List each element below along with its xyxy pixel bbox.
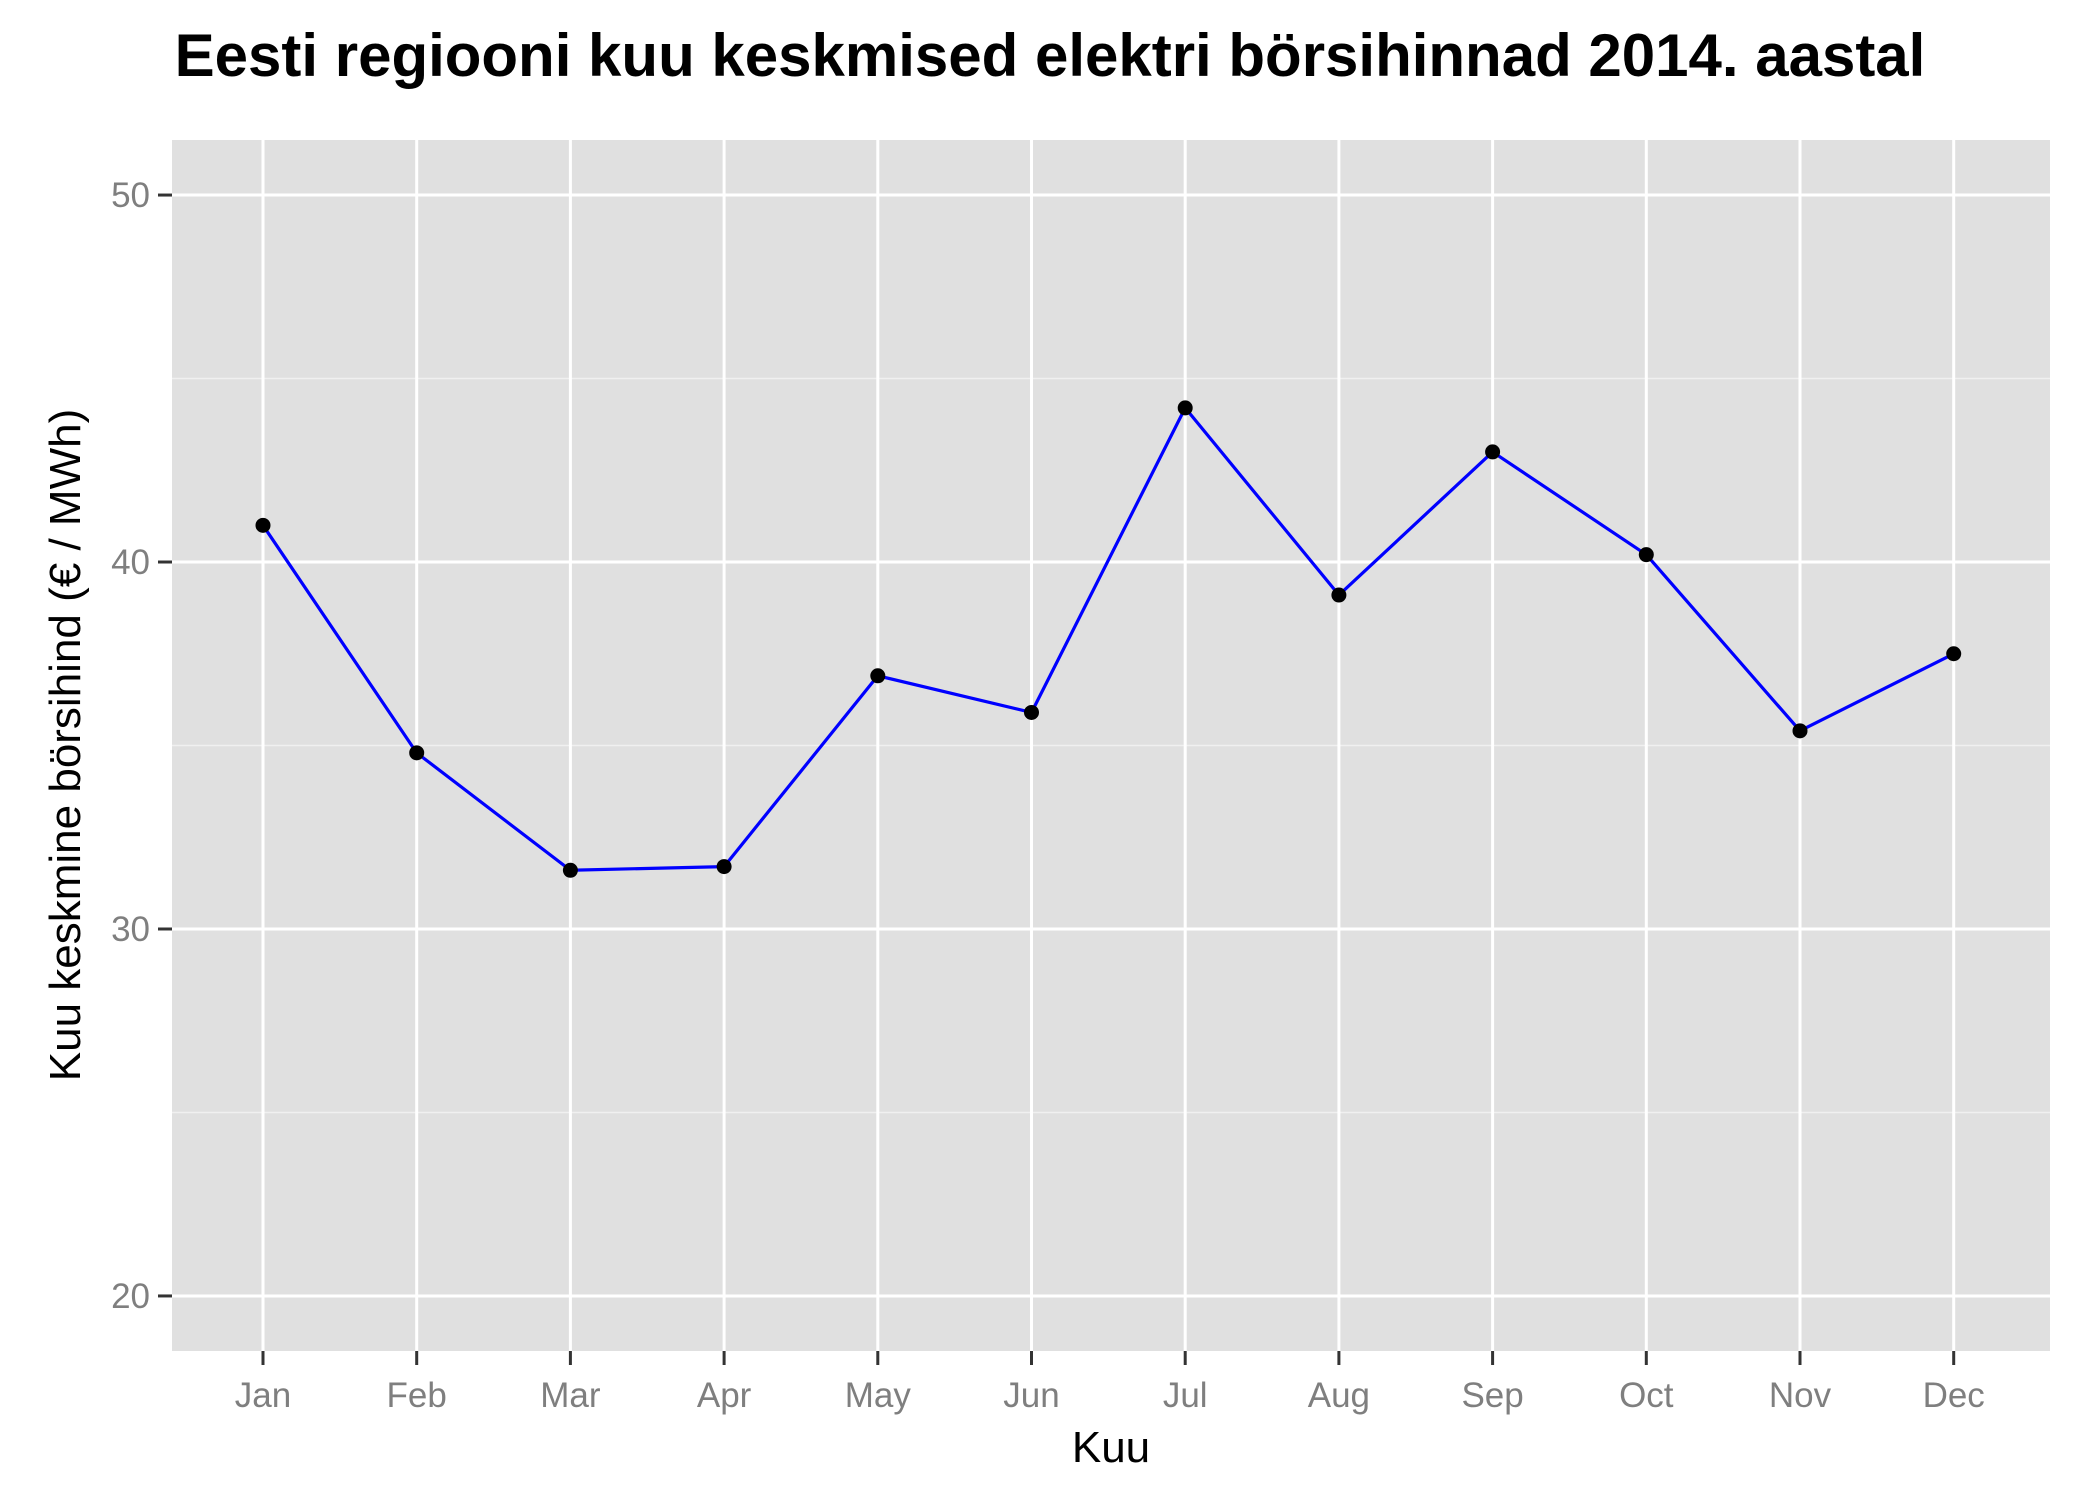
grid-major-lines (172, 140, 2050, 1351)
x-tick-label: Oct (1619, 1376, 1674, 1415)
data-point (1485, 444, 1501, 460)
series-line (261, 406, 1955, 872)
data-point (1638, 547, 1654, 563)
y-tick-label: 20 (111, 1277, 150, 1316)
x-tick-label: Sep (1461, 1376, 1523, 1415)
data-point (409, 745, 425, 761)
grid-minor-lines (172, 377, 2050, 1114)
data-point (562, 862, 578, 878)
chart-title: Eesti regiooni kuu keskmised elektri bör… (175, 22, 1926, 89)
x-tick-label: Feb (387, 1376, 447, 1415)
y-axis-label: Kuu keskmine börsihind (€ / MWh) (41, 409, 90, 1081)
data-point (255, 517, 271, 533)
x-tick-label: Nov (1769, 1376, 1832, 1415)
data-point (870, 668, 886, 684)
y-tick-label: 30 (111, 910, 150, 949)
x-tick-label: Dec (1923, 1376, 1985, 1415)
x-tick-label: May (845, 1376, 912, 1415)
x-tick-label: Apr (697, 1376, 752, 1415)
y-tick-label: 50 (111, 176, 150, 215)
x-tick-label: Mar (540, 1376, 601, 1415)
y-tick-label: 40 (111, 543, 150, 582)
axis-ticks: 20 30 40 50 Jan Feb Mar Apr May Jun Jul Aug Sep Oct No… (111, 176, 1985, 1415)
data-point (1024, 704, 1039, 720)
x-axis-label: Kuu (1072, 1423, 1150, 1472)
data-point (1946, 646, 1962, 662)
data-point (1792, 723, 1808, 739)
data-point (1331, 587, 1347, 603)
x-tick-label: Jun (1003, 1376, 1059, 1415)
x-tick-label: Jul (1163, 1376, 1208, 1415)
data-point (716, 859, 732, 875)
data-point (1177, 400, 1193, 416)
x-tick-label: Jan (235, 1376, 291, 1415)
x-tick-label: Aug (1308, 1376, 1370, 1415)
data-layer (255, 400, 1962, 878)
